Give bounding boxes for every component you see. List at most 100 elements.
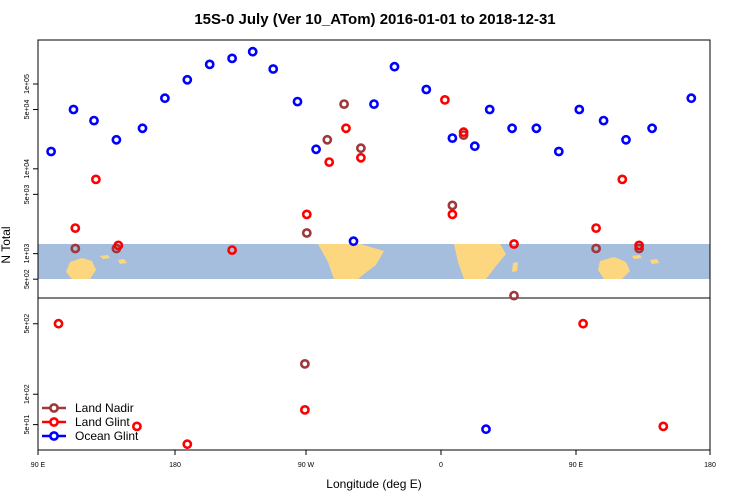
upper-y-tick-label: 5e+03 — [24, 184, 31, 204]
land-glint-point — [324, 157, 335, 167]
land-glint-point — [53, 318, 64, 329]
land-glint-point — [131, 421, 142, 432]
ocean-glint-point — [574, 104, 585, 115]
ocean-glint-point — [598, 115, 609, 126]
land-mass — [318, 244, 384, 279]
legend-marker — [49, 403, 59, 413]
land-mass — [512, 262, 518, 272]
land-nadir-point — [447, 200, 458, 211]
land-glint-point — [578, 318, 588, 329]
x-tick-label: 0 — [439, 462, 443, 469]
land-glint-point — [301, 209, 312, 220]
x-tick-label: 90 E — [31, 462, 46, 469]
x-tick-label: 180 — [169, 462, 181, 469]
upper-y-axis: 5e+02 1e+03 5e+03 1e+04 5e+04 1e+05 — [24, 74, 38, 289]
ocean-glint-point — [469, 141, 480, 152]
land-glint-point — [658, 421, 669, 432]
ocean-glint-point — [204, 59, 215, 70]
ocean-glint-point — [348, 236, 359, 247]
land-glint-point — [439, 95, 450, 105]
chart-title: 15S-0 July (Ver 10_ATom) 2016-01-01 to 2… — [194, 11, 555, 28]
upper-y-tick-label: 5e+02 — [24, 269, 31, 289]
ocean-glint-point — [369, 99, 379, 109]
land-mass — [454, 244, 506, 279]
x-axis-label: Longitude (deg E) — [326, 477, 421, 491]
land-nadir-point — [355, 143, 366, 154]
land-mass — [632, 255, 642, 259]
land-glint-point — [341, 123, 351, 134]
upper-y-tick-label: 1e+04 — [24, 159, 31, 179]
land-glint-point — [509, 239, 519, 249]
land-glint-point — [447, 209, 458, 220]
land-mass — [598, 257, 630, 279]
ocean-glint-point — [686, 93, 697, 104]
ocean-glint-point — [227, 53, 237, 64]
land-mass — [100, 255, 110, 259]
land-glint-point — [227, 245, 237, 255]
land-nadir-point — [509, 290, 519, 301]
lower-y-tick-label: 1e+02 — [24, 384, 31, 404]
land-glint-point — [617, 174, 628, 185]
world-map — [38, 244, 710, 279]
data-points — [46, 46, 697, 450]
ocean-glint-point — [507, 123, 517, 134]
map-land — [66, 244, 659, 279]
y-axis-label: N Total — [0, 226, 13, 263]
ocean-glint-point — [389, 61, 400, 72]
land-mass — [66, 258, 96, 279]
x-tick-label: 90 E — [569, 462, 584, 469]
ocean-glint-point — [553, 146, 564, 157]
land-glint-point — [458, 127, 469, 138]
ocean-glint-point — [311, 144, 321, 155]
land-nadir-point — [322, 134, 333, 145]
lower-y-axis: 5e+01 1e+02 5e+02 — [24, 314, 38, 435]
land-mass — [650, 259, 659, 264]
upper-y-tick-label: 1e+05 — [24, 74, 31, 94]
x-tick-label: 180 — [704, 462, 716, 469]
ocean-glint-point — [531, 123, 542, 134]
land-nadir-point — [339, 99, 349, 109]
ocean-glint-point — [159, 93, 170, 104]
x-tick-label: 90 W — [298, 462, 315, 469]
land-nadir-point — [591, 243, 601, 254]
upper-y-tick-label: 1e+03 — [24, 244, 31, 264]
ocean-glint-point — [481, 424, 491, 435]
land-glint-point — [634, 240, 644, 251]
x-axis: 90 E 180 90 W 0 90 E 180 — [31, 450, 716, 469]
lower-y-tick-label: 5e+01 — [24, 415, 31, 435]
land-glint-point — [70, 223, 81, 233]
ocean-glint-point — [137, 123, 148, 134]
legend-marker — [49, 431, 59, 441]
legend-marker — [49, 417, 59, 427]
land-nadir-point — [301, 228, 312, 238]
ocean-glint-point — [182, 74, 193, 85]
ocean-glint-point — [111, 134, 122, 145]
ocean-glint-point — [447, 133, 458, 143]
upper-panel: 5e+02 1e+03 5e+03 1e+04 5e+04 1e+05 — [24, 39, 711, 299]
land-mass — [118, 259, 127, 264]
land-glint-point — [299, 404, 310, 415]
ocean-glint-point — [68, 104, 79, 115]
ocean-glint-point — [268, 64, 279, 74]
land-nadir-point — [70, 243, 81, 254]
ocean-glint-point — [621, 134, 631, 145]
land-glint-point — [591, 223, 601, 233]
land-nadir-point — [299, 358, 310, 369]
legend-label: Ocean Glint — [75, 429, 139, 443]
upper-y-tick-label: 5e+04 — [24, 100, 31, 120]
ocean-glint-point — [46, 146, 56, 157]
ocean-glint-point — [247, 46, 258, 57]
lower-y-tick-label: 5e+02 — [24, 314, 31, 334]
ocean-glint-point — [647, 123, 657, 134]
legend-label: Land Glint — [75, 415, 130, 429]
ocean-glint-point — [421, 84, 432, 95]
ocean-glint-point — [292, 96, 303, 107]
lower-panel: 5e+01 1e+02 5e+02 — [24, 297, 711, 451]
land-glint-point — [182, 439, 193, 450]
ocean-glint-point — [484, 104, 495, 115]
land-glint-point — [91, 174, 101, 185]
legend-label: Land Nadir — [75, 401, 134, 415]
lower-plot-frame — [37, 297, 711, 451]
